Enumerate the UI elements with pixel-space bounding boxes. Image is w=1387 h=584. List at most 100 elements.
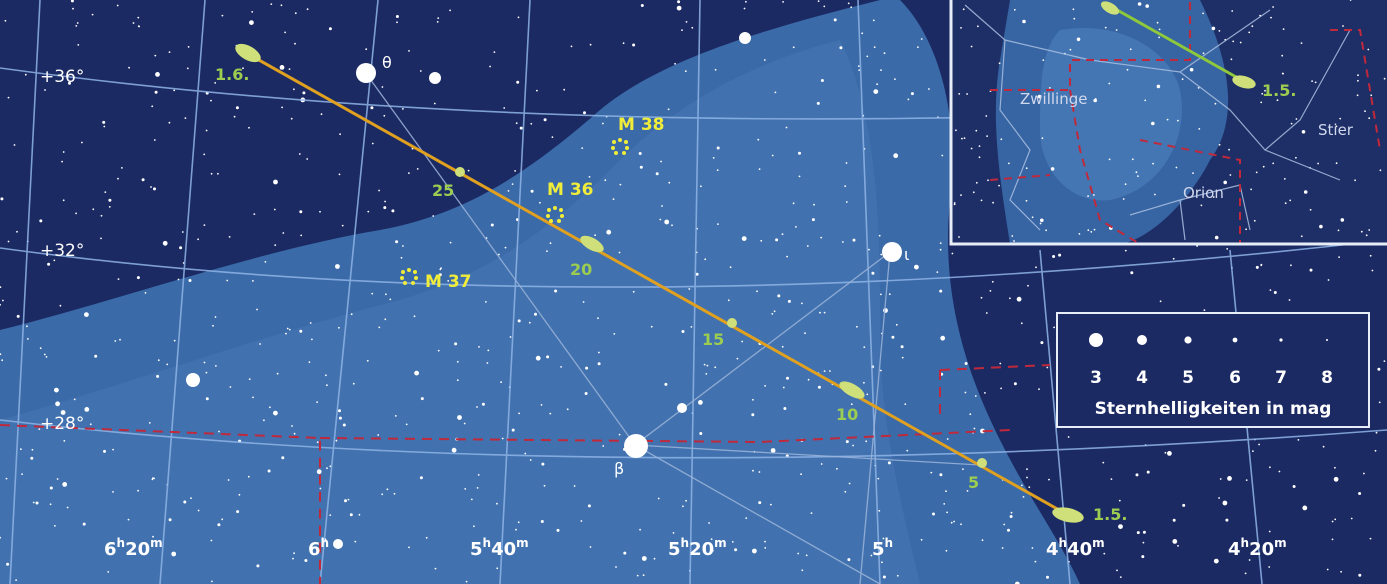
field-star: [823, 5, 826, 8]
field-star: [1248, 559, 1251, 561]
field-star: [833, 18, 837, 22]
inset-field-star: [1251, 25, 1254, 28]
field-star: [1203, 309, 1206, 311]
field-star: [876, 83, 878, 86]
field-star: [1021, 484, 1023, 487]
field-star: [964, 362, 968, 365]
field-star: [703, 363, 706, 366]
field-star: [964, 391, 967, 394]
field-star: [20, 448, 22, 450]
field-star: [299, 329, 303, 333]
field-star: [155, 72, 160, 77]
field-star: [517, 16, 520, 19]
field-star: [804, 332, 806, 335]
comet-markers: [235, 43, 1084, 523]
inset-field-star: [1301, 130, 1306, 134]
field-star: [688, 288, 691, 290]
field-star: [21, 473, 23, 475]
comet-date-label-1-6: 1.6.: [215, 65, 249, 84]
field-star: [136, 276, 140, 280]
field-star: [434, 567, 437, 570]
field-star: [1048, 478, 1050, 481]
comet-marker-1-6: [235, 43, 261, 63]
field-star: [839, 46, 843, 50]
field-star: [0, 303, 1, 306]
field-star: [745, 517, 748, 519]
field-star: [487, 349, 490, 352]
legend-dot-mag-6: [1232, 337, 1238, 343]
field-star: [103, 125, 106, 128]
inset-field-star: [1069, 48, 1072, 51]
field-star: [386, 488, 389, 491]
inset-field-star: [963, 137, 966, 140]
field-star: [817, 385, 821, 389]
inset-field-star: [1283, 178, 1286, 180]
field-star: [217, 172, 219, 175]
field-star: [515, 528, 517, 531]
dec-line-32: [0, 239, 1387, 288]
field-star: [901, 356, 904, 359]
field-star: [887, 461, 891, 465]
field-star: [352, 382, 355, 385]
field-star: [137, 489, 140, 492]
field-star: [858, 69, 861, 71]
field-star: [316, 441, 319, 444]
field-star: [166, 363, 169, 366]
inset-field-star: [1129, 48, 1132, 51]
field-star: [878, 509, 881, 512]
boundary-line-3: [939, 364, 1051, 371]
field-star: [1218, 497, 1220, 499]
inset-comet-date: 1.5.: [1262, 81, 1296, 100]
inset-field-star: [1122, 198, 1125, 200]
field-star: [402, 245, 404, 247]
field-star: [655, 172, 659, 176]
field-star: [1028, 486, 1031, 489]
field-star: [618, 251, 621, 254]
field-star: [152, 477, 154, 480]
field-star: [299, 210, 303, 214]
inset-field-star: [1189, 67, 1194, 72]
field-star: [408, 546, 410, 549]
inset-field-star: [1197, 87, 1200, 89]
inset-field-star: [980, 199, 983, 202]
field-star: [454, 342, 458, 346]
inset-field-star: [1349, 0, 1352, 1]
inset-field-star: [966, 93, 968, 95]
field-star: [425, 536, 428, 539]
legend-dot-mag-7: [1279, 338, 1283, 342]
inset-field-star: [960, 27, 962, 29]
field-star: [44, 89, 46, 91]
field-star: [1009, 515, 1013, 518]
field-star: [391, 209, 395, 213]
field-star: [248, 126, 250, 129]
field-star: [242, 67, 244, 70]
inset-field-star: [955, 129, 957, 132]
field-star: [447, 280, 450, 282]
field-star: [1255, 265, 1259, 269]
field-star: [1226, 248, 1229, 250]
field-star: [306, 8, 309, 11]
legend-label-5: 5: [1182, 368, 1194, 388]
field-star: [290, 117, 293, 120]
field-star: [269, 406, 271, 409]
field-star: [349, 513, 353, 517]
field-star: [350, 313, 353, 316]
field-star: [786, 255, 788, 258]
field-star: [137, 25, 140, 27]
field-star: [437, 349, 440, 352]
field-star: [117, 177, 119, 180]
inset-label-zwillinge: Zwillinge: [1020, 90, 1087, 108]
field-star: [214, 82, 217, 84]
field-star: [358, 513, 361, 516]
field-star: [251, 11, 254, 13]
cluster-icon-m38: [611, 138, 629, 155]
field-star: [173, 89, 176, 92]
field-star: [845, 440, 849, 444]
inset-field-star: [1360, 230, 1363, 233]
inset-field-star: [961, 137, 963, 140]
field-star: [736, 357, 739, 360]
inset-field-star: [1370, 94, 1373, 97]
legend-frame: [1056, 312, 1370, 428]
field-star: [212, 324, 214, 327]
field-star: [112, 491, 114, 493]
